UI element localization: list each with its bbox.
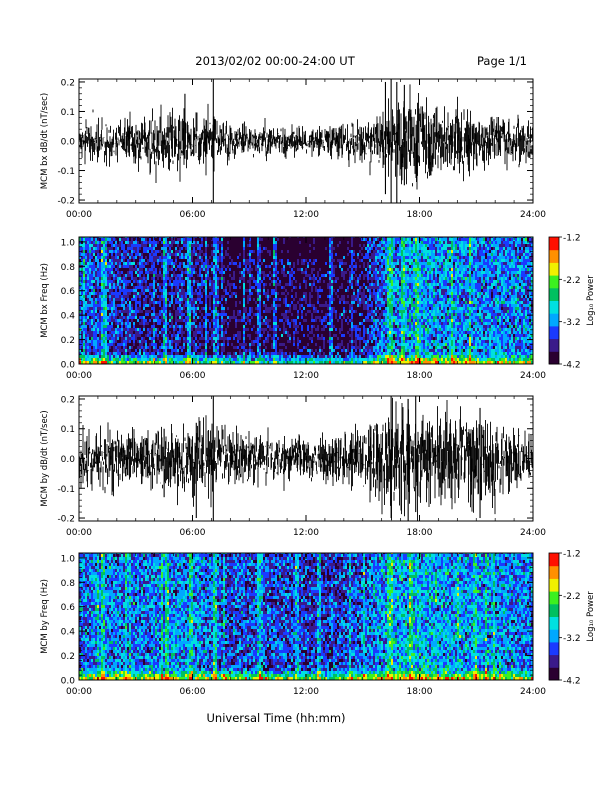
x-tick-label: 06:00 (180, 210, 206, 220)
colorbar-label: Log₁₀ Power (586, 275, 596, 326)
y-tick-label: 0.6 (61, 603, 76, 613)
panel-by-timeseries: -0.2 -0.1 0.0 0.1 0.2 00:00 06:00 12:00 18:00 24:… (40, 395, 546, 538)
y-axis-label: MCM by Freq (Hz) (40, 579, 50, 654)
colorbar-tick-label: -3.2 (563, 634, 581, 644)
colorbar-tick-label: -3.2 (563, 318, 581, 328)
page-number: Page 1/1 (477, 54, 527, 68)
x-tick-label: 18:00 (407, 528, 433, 538)
x-tick-label: 06:00 (180, 528, 206, 538)
x-tick-label: 00:00 (66, 210, 92, 220)
x-tick-label: 00:00 (66, 687, 92, 697)
colorbar-band (549, 591, 559, 605)
colorbar-frame (548, 236, 560, 365)
y-tick-label: 0.2 (61, 78, 75, 88)
colorbar-band (549, 351, 559, 365)
y-tick-label: 0.2 (61, 652, 75, 662)
colorbar: -1.2 -2.2 -3.2 -4.2 Log₁₀ Power (548, 234, 596, 371)
y-tick-label: 0.0 (61, 138, 76, 148)
y-tick-label: 0.8 (61, 579, 76, 589)
y-tick-label: 0.1 (61, 425, 75, 435)
colorbar-band (549, 641, 559, 656)
y-axis-label: MCM by dB/dt (nT/sec) (40, 410, 50, 506)
colorbar-band (549, 565, 559, 579)
y-tick-label: -0.2 (57, 515, 75, 525)
date-range-title: 2013/02/02 00:00-24:00 UT (195, 54, 355, 68)
x-tick-label: 18:00 (407, 371, 433, 381)
x-tick-label: 12:00 (293, 371, 319, 381)
panel-bx-timeseries: -0.2 -0.1 0.0 0.1 0.2 00:00 06:00 12:00 18:00 24:… (40, 78, 546, 220)
y-axis-label: MCM bx Freq (Hz) (40, 263, 50, 338)
y-tick-label: 0.0 (61, 455, 76, 465)
colorbar-tick-label: -1.2 (563, 550, 581, 560)
x-tick-label: 12:00 (293, 210, 319, 220)
y-tick-label: 0.8 (61, 263, 76, 273)
y-tick-label: 0.0 (61, 677, 76, 687)
x-tick-label: 00:00 (66, 371, 92, 381)
colorbar-tick-label: -1.2 (563, 234, 581, 244)
colorbar-tick-label: -2.2 (563, 276, 581, 286)
waveform-trace (79, 397, 533, 521)
colorbar-label: Log₁₀ Power (586, 591, 596, 642)
y-tick-label: 1.0 (61, 238, 76, 248)
x-tick-label: 12:00 (293, 528, 319, 538)
x-axis-title: Universal Time (hh:mm) (206, 711, 345, 725)
spectrogram-cells (79, 553, 533, 680)
y-tick-label: 1.0 (61, 554, 76, 564)
colorbar-tick-label: -4.2 (563, 677, 581, 687)
colorbar-frame (548, 552, 560, 681)
colorbar-band (549, 249, 559, 263)
colorbar-band (549, 237, 559, 251)
y-tick-label: 0.2 (61, 336, 75, 346)
y-tick-label: 0.0 (61, 361, 76, 371)
x-tick-label: 18:00 (407, 210, 433, 220)
waveform-trace (79, 84, 533, 190)
x-tick-label: 24:00 (520, 687, 546, 697)
y-tick-label: -0.2 (57, 197, 75, 207)
colorbar-band (549, 667, 559, 681)
colorbar-band (549, 287, 559, 301)
x-tick-label: 24:00 (520, 210, 546, 220)
colorbar-band (549, 313, 559, 327)
spectrogram-cells (79, 237, 533, 364)
panel-bx-spectrogram: 0.0 0.2 0.4 0.6 0.8 1.0 00:00 06:00 12:00 18:00 24… (40, 234, 596, 382)
y-tick-label: -0.1 (57, 485, 75, 495)
colorbar-band (549, 275, 559, 289)
colorbar-band (549, 629, 559, 643)
colorbar-band (549, 553, 559, 567)
colorbar-band (549, 603, 559, 617)
x-tick-label: 24:00 (520, 528, 546, 538)
y-tick-label: 0.6 (61, 287, 76, 297)
colorbar-band (549, 338, 559, 352)
colorbar-band (549, 578, 559, 592)
colorbar-band (549, 654, 559, 668)
y-tick-label: 0.4 (61, 628, 76, 638)
colorbar: -1.2 -2.2 -3.2 -4.2 Log₁₀ Power (548, 550, 596, 687)
colorbar-band (549, 616, 559, 630)
x-tick-label: 18:00 (407, 687, 433, 697)
x-tick-label: 06:00 (180, 687, 206, 697)
y-tick-label: 0.4 (61, 312, 76, 322)
y-tick-label: 0.1 (61, 108, 75, 118)
y-tick-label: 0.2 (61, 395, 75, 405)
x-tick-label: 12:00 (293, 687, 319, 697)
y-axis-label: MCM bx dB/dt (nT/sec) (40, 93, 50, 189)
colorbar-tick-label: -4.2 (563, 361, 581, 371)
colorbar-band (549, 325, 559, 340)
colorbar-band (549, 262, 559, 276)
x-tick-label: 00:00 (66, 528, 92, 538)
colorbar-band (549, 300, 559, 314)
colorbar-tick-label: -2.2 (563, 592, 581, 602)
panel-by-spectrogram: 0.0 0.2 0.4 0.6 0.8 1.0 00:00 06:00 12:00 18:00 24… (40, 550, 596, 698)
x-tick-label: 06:00 (180, 371, 206, 381)
y-tick-label: -0.1 (57, 167, 75, 177)
x-tick-label: 24:00 (520, 371, 546, 381)
